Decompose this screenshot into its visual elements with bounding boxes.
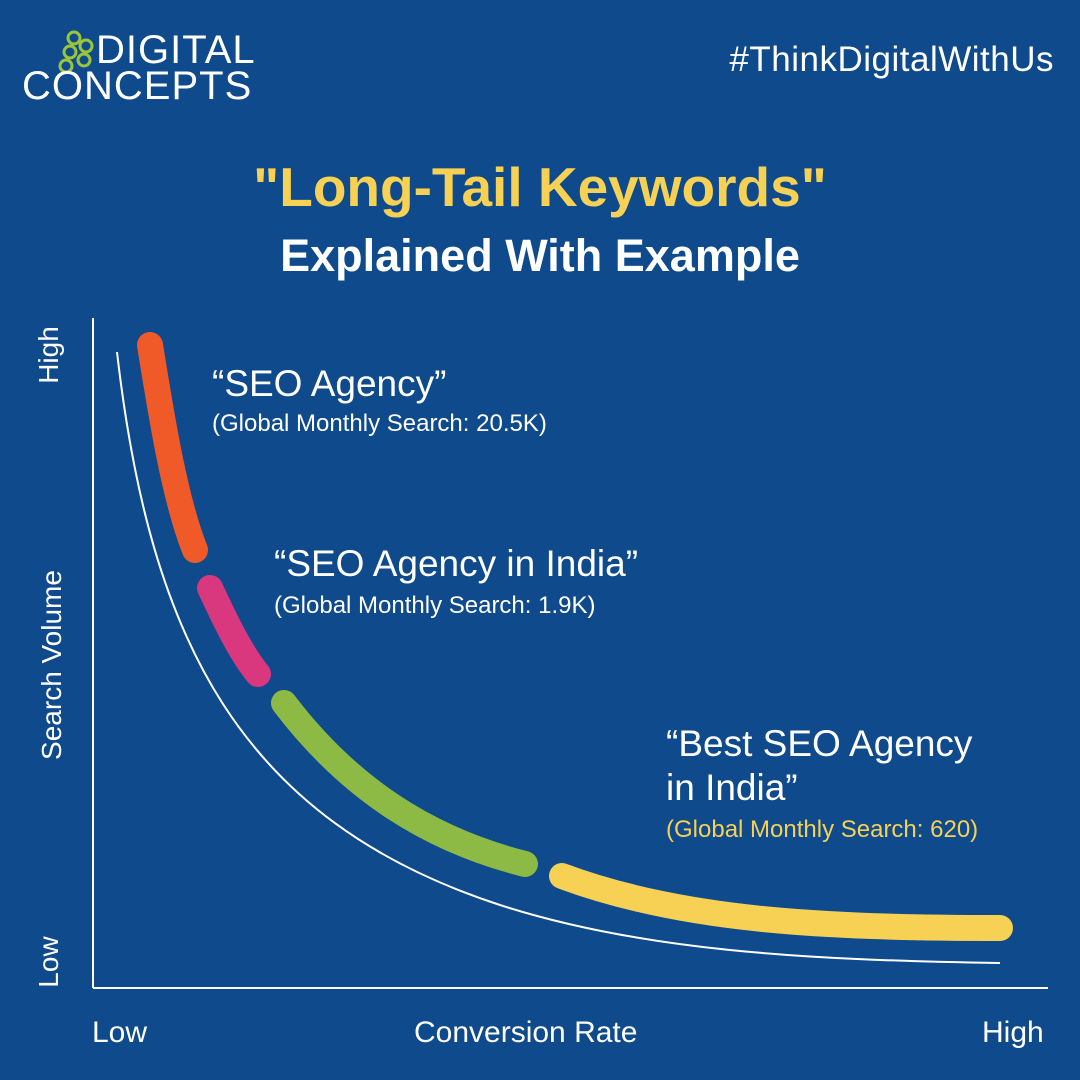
- annotation-seo-agency-india-label: “SEO Agency in India”: [274, 543, 639, 584]
- segment-seo-agency-in-india: [197, 575, 271, 687]
- y-tick-low: Low: [33, 936, 64, 988]
- annotation-best-seo-agency-label-line1: “Best SEO Agency: [666, 723, 973, 764]
- segment-seo-agency: [137, 332, 208, 563]
- x-axis-label: Conversion Rate: [414, 1016, 638, 1049]
- y-tick-high: High: [33, 326, 64, 384]
- hashtag: #ThinkDigitalWithUs: [729, 40, 1054, 79]
- page-subtitle: Explained With Example: [280, 230, 800, 281]
- annotation-best-seo-agency-label-line2: in India”: [666, 767, 798, 808]
- annotation-seo-agency-search: (Global Monthly Search: 20.5K): [212, 410, 547, 437]
- trend-curve: [116, 351, 1001, 964]
- y-axis-label: Search Volume: [36, 570, 67, 760]
- segment-best-seo-agency-in-india: [549, 863, 1013, 941]
- annotation-best-seo-agency-search: (Global Monthly Search: 620): [666, 816, 979, 843]
- bubbles-logo-icon: [58, 30, 94, 74]
- annotation-seo-agency-label: “SEO Agency”: [212, 363, 447, 404]
- brand-line1: DIGITAL: [96, 28, 256, 72]
- annotation-seo-agency-india-search: (Global Monthly Search: 1.9K): [274, 592, 596, 619]
- brand-line2: CONCEPTS: [22, 64, 253, 108]
- segment-middle: [271, 690, 538, 877]
- page-title: "Long-Tail Keywords": [253, 156, 827, 218]
- x-tick-high: High: [982, 1016, 1044, 1049]
- brand-logo: DIGITAL CONCEPTS: [22, 26, 292, 106]
- x-tick-low: Low: [92, 1016, 148, 1049]
